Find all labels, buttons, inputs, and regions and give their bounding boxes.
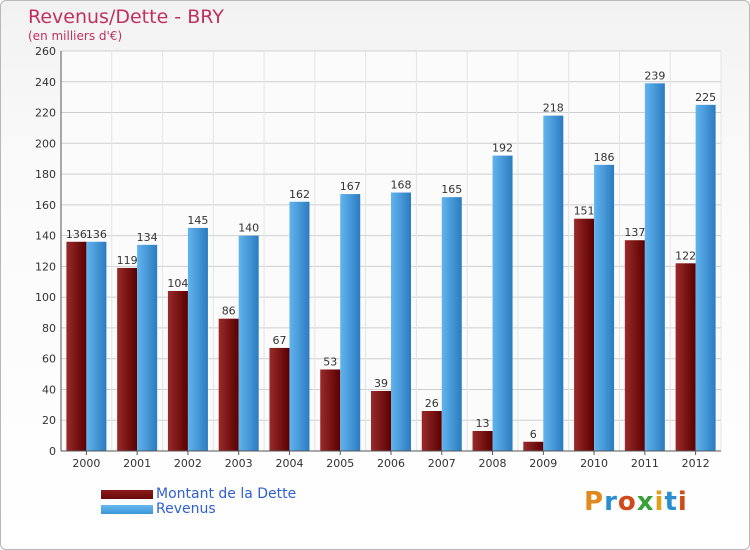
y-tick-label: 20 (42, 414, 56, 427)
logo-letter: x (636, 487, 655, 517)
x-tick-label: 2002 (174, 457, 202, 470)
y-tick-label: 260 (35, 45, 56, 58)
bar-revenus (594, 164, 615, 451)
y-tick-label: 60 (42, 353, 56, 366)
data-label-dette: 104 (167, 277, 188, 290)
y-tick-label: 100 (35, 291, 56, 304)
logo-letter: i (677, 487, 688, 517)
data-label-dette: 39 (374, 377, 388, 390)
data-label-revenus: 186 (594, 151, 615, 164)
legend-label-revenus: Revenus (156, 501, 216, 517)
x-tick-label: 2006 (377, 457, 405, 470)
y-tick-label: 80 (42, 322, 56, 335)
data-label-revenus: 168 (391, 179, 412, 192)
bar-dette (624, 240, 645, 451)
bar-dette (472, 431, 493, 451)
bar-revenus (492, 155, 513, 451)
legend-swatch-revenus (101, 505, 153, 514)
bar-revenus (543, 115, 564, 451)
bar-dette (421, 411, 442, 451)
y-tick-label: 240 (35, 76, 56, 89)
data-label-dette: 151 (574, 205, 595, 218)
x-tick-label: 2007 (428, 457, 456, 470)
data-label-revenus: 140 (238, 222, 259, 235)
proxiti-logo: Proxiti (584, 487, 688, 517)
axis-layer: 0 20 40 60 80 100 120 140 160 180 200 220 240 260 2000… (35, 45, 721, 470)
data-label-dette: 119 (117, 254, 138, 267)
logo-letter: t (664, 487, 678, 517)
y-tick-label: 200 (35, 137, 56, 150)
logo-letter: i (654, 487, 665, 517)
y-tick-label: 120 (35, 260, 56, 273)
bars-layer (66, 83, 716, 452)
x-tick-label: 2010 (580, 457, 608, 470)
data-label-dette: 67 (272, 334, 286, 347)
bar-revenus (86, 241, 107, 451)
data-label-revenus: 134 (137, 231, 158, 244)
x-tick-label: 2004 (275, 457, 303, 470)
labels-layer: 136 1361191341041458614067162531673916826… (66, 69, 716, 440)
bar-dette (523, 441, 544, 451)
bar-revenus (137, 244, 158, 451)
y-tick-label: 220 (35, 107, 56, 120)
data-label-revenus: 165 (441, 183, 462, 196)
bar-revenus (238, 235, 259, 451)
data-label-revenus: 145 (187, 214, 208, 227)
chart-subtitle: (en milliers d'€) (28, 29, 123, 43)
data-label-revenus: 167 (340, 180, 361, 193)
x-tick-label: 2008 (479, 457, 507, 470)
data-label-dette: 13 (476, 417, 490, 430)
bar-revenus (441, 197, 462, 451)
bar-revenus (644, 83, 665, 452)
x-tick-label: 2005 (326, 457, 354, 470)
data-label-dette: 26 (425, 397, 439, 410)
y-tick-label: 40 (42, 383, 56, 396)
bar-dette (574, 218, 595, 451)
x-tick-label: 2001 (123, 457, 151, 470)
bar-dette (117, 267, 138, 451)
data-label-revenus: 192 (492, 142, 513, 155)
bar-dette (320, 369, 341, 451)
logo-letter: r (604, 487, 618, 517)
legend-label-dette: Montant de la Dette (156, 486, 297, 502)
data-label-revenus: 239 (644, 69, 665, 82)
bar-revenus (391, 192, 411, 452)
data-label-dette: 53 (323, 355, 337, 368)
bar-revenus (340, 194, 361, 452)
legend-swatch-dette (101, 490, 153, 499)
bar-revenus (695, 104, 716, 451)
bar-dette (269, 347, 290, 451)
bar-dette (675, 263, 696, 451)
x-tick-label: 2000 (72, 457, 100, 470)
bar-revenus (187, 227, 208, 451)
y-tick-label: 160 (35, 199, 56, 212)
bar-revenus (289, 201, 310, 451)
x-tick-label: 2012 (682, 457, 710, 470)
y-tick-label: 140 (35, 230, 56, 243)
bar-dette (218, 318, 239, 451)
x-tick-label: 2011 (631, 457, 659, 470)
data-label-dette: 122 (675, 249, 696, 262)
data-label-revenus: 218 (543, 102, 564, 115)
y-tick-label: 180 (35, 168, 56, 181)
data-label-dette: 86 (222, 305, 236, 318)
chart-title: Revenus/Dette - BRY (28, 6, 224, 28)
y-tick-label: 0 (49, 445, 56, 458)
bar-dette (66, 241, 87, 451)
data-label-dette: 137 (624, 226, 645, 239)
data-label-revenus: 136 (86, 228, 107, 241)
data-label-dette: 6 (530, 428, 537, 441)
data-label-dette: 136 (66, 228, 87, 241)
x-tick-label: 2009 (529, 457, 557, 470)
x-tick-label: 2003 (225, 457, 253, 470)
data-label-revenus: 225 (695, 91, 716, 104)
data-label-revenus: 162 (289, 188, 310, 201)
bar-dette (371, 391, 391, 451)
logo-letter: o (617, 487, 637, 517)
bar-dette (167, 291, 188, 451)
logo-letter: P (584, 487, 605, 517)
